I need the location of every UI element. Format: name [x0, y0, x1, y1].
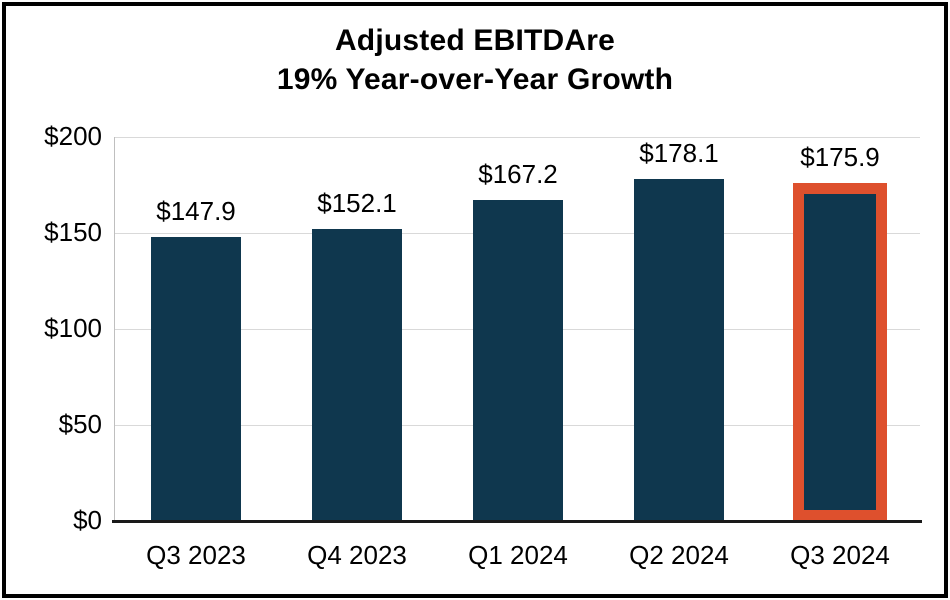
bar — [634, 179, 724, 521]
y-axis-tick-label: $200 — [44, 121, 102, 151]
bar-highlighted — [793, 183, 887, 521]
y-axis-tick-label: $50 — [58, 409, 102, 439]
x-axis-tick-label: Q3 2023 — [146, 540, 246, 570]
y-axis-tick-label: $0 — [73, 505, 102, 535]
x-axis-tick-label: Q2 2024 — [629, 540, 729, 570]
bar — [151, 237, 241, 521]
bar-value-label: $167.2 — [478, 159, 558, 189]
bar-value-label: $152.1 — [317, 188, 397, 218]
x-axis-line — [112, 520, 922, 523]
x-axis-tick-label: Q3 2024 — [790, 540, 890, 570]
bar-value-label: $147.9 — [156, 196, 236, 226]
bar — [312, 229, 402, 521]
chart-title-line1: Adjusted EBITDAre — [334, 24, 616, 57]
chart-title-line2: 19% Year-over-Year Growth — [276, 63, 674, 96]
bar-value-label: $175.9 — [800, 142, 880, 172]
x-axis-tick-label: Q1 2024 — [468, 540, 568, 570]
bar-value-label: $178.1 — [639, 138, 719, 168]
y-axis-line — [114, 137, 115, 521]
chart-title: Adjusted EBITDAre 19% Year-over-Year Gro… — [0, 21, 950, 99]
gridline — [115, 137, 920, 138]
x-axis-tick-label: Q4 2023 — [307, 540, 407, 570]
y-axis-tick-label: $150 — [44, 217, 102, 247]
bar — [473, 200, 563, 521]
y-axis-tick-label: $100 — [44, 313, 102, 343]
